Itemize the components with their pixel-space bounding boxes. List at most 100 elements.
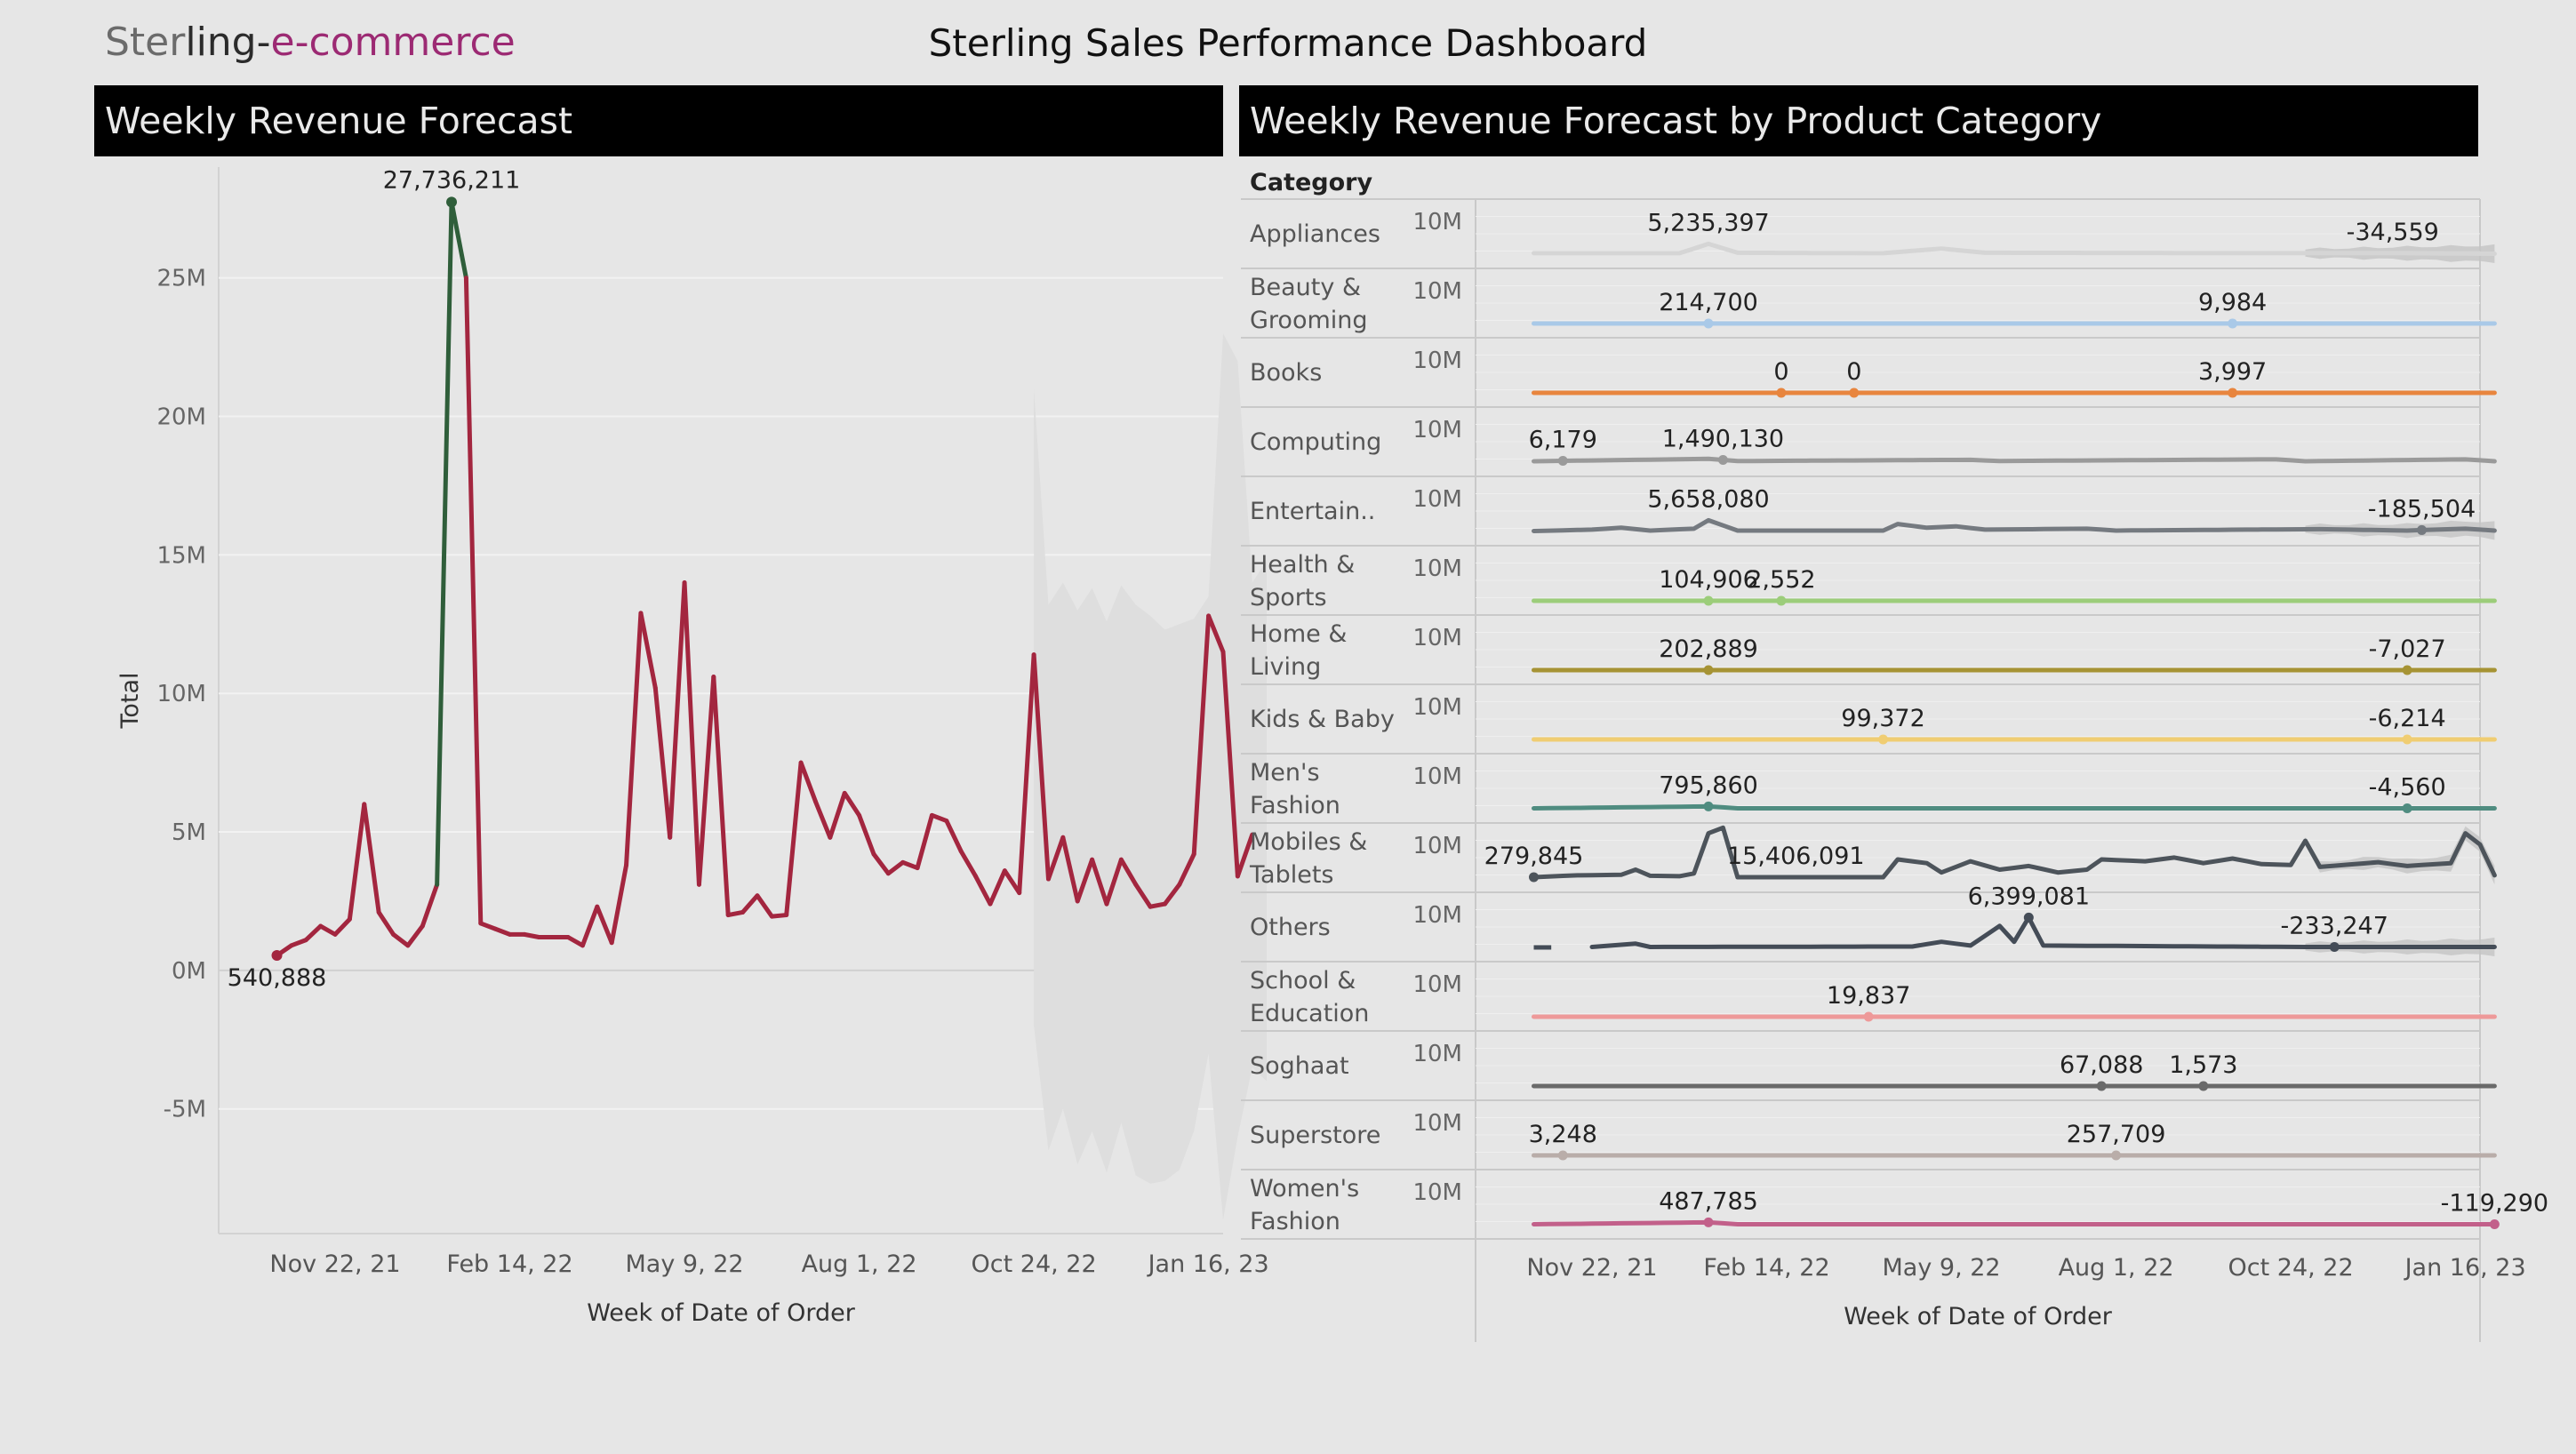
row-label-point <box>2489 1218 2500 1229</box>
left-series-segment <box>871 851 891 876</box>
row-value-label: 6,179 <box>1529 427 1597 454</box>
row-series-line <box>1532 456 2497 464</box>
left-panel-title: Weekly Revenue Forecast <box>94 85 1223 156</box>
row-y-tick-label: 10M <box>1412 1110 1462 1137</box>
category-label: Books <box>1250 359 1322 387</box>
logo-part-2: ling- <box>185 20 271 65</box>
row-label-point <box>1878 734 1889 745</box>
row-label-point <box>1717 455 1728 466</box>
left-series-segment <box>1133 882 1153 909</box>
left-y-tick-label: -5M <box>164 1097 206 1123</box>
left-series-segment <box>915 812 934 871</box>
category-label: Fashion <box>1250 792 1340 819</box>
left-series-segment <box>420 882 440 929</box>
logo-part-3: e-commerce <box>270 20 516 65</box>
left-series-segment <box>973 874 993 907</box>
row-value-label: 279,845 <box>1484 843 1584 870</box>
category-label: Tablets <box>1249 861 1333 889</box>
left-series-segment <box>769 913 789 919</box>
right-x-tick-label: Oct 24, 22 <box>2228 1254 2354 1282</box>
row-series-line <box>1532 825 2497 880</box>
row-value-label: 19,837 <box>1827 982 1910 1010</box>
left-x-tick-label: Nov 22, 21 <box>269 1250 400 1278</box>
category-label: Superstore <box>1250 1122 1380 1149</box>
row-value-label: 67,088 <box>2060 1051 2143 1079</box>
left-series-segment <box>595 904 614 946</box>
row-label-point <box>1703 595 1714 606</box>
left-series-segment <box>682 580 701 887</box>
category-label: Soghaat <box>1250 1052 1349 1080</box>
row-value-label: 1,573 <box>2169 1051 2237 1079</box>
left-series-segment <box>1162 882 1182 907</box>
left-series-segment <box>885 859 906 876</box>
row-value-label: 6,399,081 <box>1968 883 2090 910</box>
left-x-tick-label: Jan 16, 23 <box>1147 1250 1269 1278</box>
row-label-point <box>1529 872 1540 883</box>
left-series-segment <box>289 938 308 948</box>
row-label-point <box>2402 734 2412 745</box>
left-series-segment <box>1206 613 1226 654</box>
row-label-point <box>1703 801 1714 811</box>
category-label: Men's <box>1250 759 1320 787</box>
left-series-segment <box>638 611 658 691</box>
dashboard-title: Sterling Sales Performance Dashboard <box>928 21 1648 65</box>
row-label-point <box>2228 387 2238 398</box>
row-value-label: 795,860 <box>1659 771 1758 799</box>
row-label-point <box>2402 803 2412 813</box>
row-series-line <box>1532 1219 2497 1226</box>
left-series-segment <box>1148 901 1167 909</box>
category-label: Health & <box>1250 551 1355 579</box>
left-series-segment <box>478 921 498 931</box>
row-value-label: 0 <box>1773 358 1788 386</box>
row-series-line <box>1532 241 2497 256</box>
row-y-tick-label: 10M <box>1412 625 1462 651</box>
row-value-label: -6,214 <box>2369 705 2446 732</box>
row-label-point <box>1776 387 1787 398</box>
row-value-label: 202,889 <box>1659 635 1758 663</box>
left-series-segment <box>944 819 964 854</box>
left-series-segment <box>755 893 774 919</box>
left-y-axis-title: Total <box>116 672 144 729</box>
category-label: Sports <box>1250 584 1327 611</box>
row-y-tick-label: 10M <box>1412 417 1462 443</box>
row-value-label: -34,559 <box>2347 219 2439 246</box>
left-series-segment <box>1002 868 1022 896</box>
left-series-segment <box>376 909 396 937</box>
left-series-segment <box>347 802 367 922</box>
left-series-segment <box>812 799 833 840</box>
category-label: Computing <box>1250 428 1381 456</box>
row-value-label: 5,235,397 <box>1647 209 1769 236</box>
row-value-label: 5,658,080 <box>1647 485 1769 513</box>
right-x-tick-label: Nov 22, 21 <box>1526 1254 1657 1282</box>
row-label-point <box>2198 1081 2209 1091</box>
row-y-tick-label: 10M <box>1412 902 1462 929</box>
right-x-tick-label: May 9, 22 <box>1883 1254 2001 1282</box>
row-y-tick-label: 10M <box>1412 209 1462 236</box>
row-value-label: 1,490,130 <box>1662 426 1784 453</box>
logo-part-1: Ster <box>105 20 186 65</box>
left-x-tick-label: Aug 1, 22 <box>802 1250 917 1278</box>
category-label: Grooming <box>1250 307 1368 334</box>
row-y-tick-label: 10M <box>1412 694 1462 721</box>
row-value-label: 99,372 <box>1841 705 1924 732</box>
left-series-segment <box>828 790 847 840</box>
left-series-segment <box>1220 649 1240 879</box>
left-annotation-point <box>446 196 458 208</box>
left-series-segment <box>1090 857 1109 907</box>
left-series-segment <box>435 199 454 887</box>
row-value-label: -185,504 <box>2368 495 2476 523</box>
row-value-label: 9,984 <box>2198 289 2267 316</box>
row-value-label: 3,248 <box>1529 1121 1597 1148</box>
row-y-tick-label: 10M <box>1412 763 1462 790</box>
left-series-segment <box>1177 851 1196 887</box>
category-label: Beauty & <box>1250 274 1361 301</box>
left-y-tick-label: 15M <box>156 542 206 569</box>
left-series-segment <box>318 923 338 937</box>
left-y-tick-label: 10M <box>156 681 206 707</box>
left-series-segment <box>1118 857 1139 887</box>
row-label-point <box>1849 387 1860 398</box>
left-series-segment <box>609 862 629 946</box>
right-x-tick-label: Aug 1, 22 <box>2059 1254 2174 1282</box>
left-series-segment <box>405 923 425 948</box>
left-series-segment <box>332 916 352 937</box>
